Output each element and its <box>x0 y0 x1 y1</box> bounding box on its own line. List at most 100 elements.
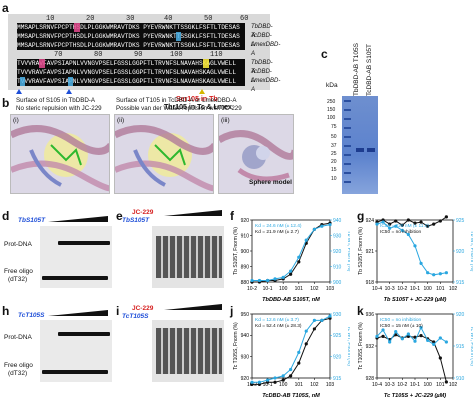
panel-label-b: b <box>2 96 10 110</box>
residue-number: 110 <box>210 51 223 59</box>
data-point <box>304 329 308 333</box>
panel-label-j: j <box>230 304 234 318</box>
data-point <box>289 269 293 273</box>
data-point <box>438 356 442 360</box>
gel-title: TbS105T <box>122 217 150 224</box>
panel-label-c: c <box>321 47 328 61</box>
x-axis-label: Tc T105S + JC-229 (µM) <box>384 393 446 399</box>
data-point <box>444 380 448 384</box>
y-tick-label: 921 <box>366 249 375 255</box>
y2-tick-label: 900 <box>333 280 342 286</box>
species-label: TcDBD-A <box>251 69 272 84</box>
y-tick-label: 900 <box>241 249 250 255</box>
inhibition-chart-g: 10-4 10-3 10-2 10-1 100 101 102 918 921 924 915 920… <box>358 215 473 303</box>
data-point <box>413 335 417 339</box>
data-point <box>297 361 301 365</box>
prot-dna-label: Prot-DNA <box>4 334 32 341</box>
sequence-row: TVVVRAVFAVPSIAPNLVVNGVPSELFGSSLGGPFTLTRV… <box>17 68 245 77</box>
data-point <box>400 228 404 232</box>
y2-tick-label: 915 <box>333 376 342 382</box>
data-point <box>444 215 448 219</box>
sequence-row: MMSAPLSRNVFPCPTHSDLPLGGKWMRAVTDKS PYEVRW… <box>17 41 245 50</box>
panel-label-d: d <box>2 209 10 223</box>
data-point <box>400 223 404 227</box>
data-point <box>406 334 410 338</box>
y-axis-label: Tb S105T, Fnorm (%) <box>358 227 364 275</box>
data-point <box>413 339 417 343</box>
series-line <box>376 326 447 346</box>
triangle-marker-icon <box>66 89 72 94</box>
y-tick-label: 920 <box>241 218 250 224</box>
sequence-row: TVVVRAVFAVPSIAPNLVVNGVPSELFGSSLGGPFTLTRV… <box>17 59 245 68</box>
emsa-gel <box>152 320 224 382</box>
panel-label-k: k <box>357 304 364 318</box>
x-tick-label: 101 <box>295 286 304 292</box>
species-label: LmexDBD-A <box>251 78 281 93</box>
free-oligo-band <box>42 370 108 374</box>
x-tick-label: 100 <box>423 382 432 388</box>
oligo-label: (dT32) <box>8 370 28 377</box>
annotation: Kd = 24.6 nM (± 12.4) <box>255 223 302 229</box>
y2-axis-label: Tc WT, Fnorm (%) <box>469 326 473 366</box>
x-tick-label: 10-1 <box>410 382 420 388</box>
x-tick-label: 101 <box>436 382 445 388</box>
smear-lanes <box>156 328 222 374</box>
data-point <box>312 227 316 231</box>
kda-label: kDa <box>326 82 338 89</box>
data-point <box>419 261 423 265</box>
x-tick-label: 10-1 <box>263 382 273 388</box>
data-point <box>312 318 316 322</box>
y2-axis-label: Tc WT, Fnorm (%) <box>346 326 350 366</box>
data-point <box>250 278 254 283</box>
annotation: Kd = 52.4 nM (± 28.3) <box>255 323 302 329</box>
data-point <box>400 337 404 341</box>
y2-tick-label: 930 <box>333 312 342 318</box>
data-point <box>257 278 262 283</box>
x-tick-label: 103 <box>326 286 335 292</box>
subpanel-label: (iii) <box>221 117 230 124</box>
triangle-marker-icon <box>16 89 22 94</box>
data-point <box>388 226 392 230</box>
y2-tick-label: 925 <box>333 333 342 339</box>
concentration-wedge <box>164 207 222 216</box>
panel-label-h: h <box>2 304 10 318</box>
y-tick-label: 924 <box>366 218 375 224</box>
emsa-gel <box>40 226 112 288</box>
marker-lane <box>344 100 351 190</box>
y2-tick-label: 925 <box>456 218 465 224</box>
plot-frame <box>251 313 331 379</box>
data-point <box>426 224 430 228</box>
y2-tick-label: 915 <box>456 344 465 350</box>
data-point <box>444 340 448 344</box>
x-axis-label: Tb S105T + JC-229 (µM) <box>384 297 447 303</box>
structure-image: (i) <box>10 114 110 194</box>
x-tick-label: 10-2 <box>397 382 407 388</box>
prot-dna-band <box>58 241 110 245</box>
y-tick-label: 918 <box>366 280 375 286</box>
data-point <box>266 278 270 283</box>
data-point <box>273 380 277 384</box>
x-tick-label: 102 <box>310 382 319 388</box>
panel-label-e: e <box>116 209 123 223</box>
residue-number: 60 <box>240 15 249 23</box>
binding-chart-j: 10-210-110010110210392093094095091592092… <box>233 312 350 399</box>
data-point <box>406 332 410 336</box>
x-axis-label: TcDBD-AB T105S, nM <box>262 393 320 399</box>
data-point <box>281 374 285 378</box>
data-point <box>289 272 293 276</box>
y-tick-label: 932 <box>366 344 375 350</box>
subpanel-label: (ii) <box>117 117 125 124</box>
y-axis-label: Tc T105S, Fnorm (%) <box>233 322 239 370</box>
annotation: IC50 = 15 nM (± 10) <box>380 323 423 329</box>
data-point <box>426 271 430 275</box>
data-point <box>406 232 410 237</box>
triangle-marker-icon <box>199 89 205 94</box>
data-point <box>444 271 448 275</box>
x-tick-label: 100 <box>423 286 432 292</box>
data-point <box>388 340 392 344</box>
concentration-wedge <box>48 213 108 222</box>
free-oligo-label: Free oligo <box>4 362 33 369</box>
mw-marker: 15 <box>331 167 337 173</box>
ser105-note: Ser105 in Tb <box>176 96 218 103</box>
y-tick-label: 890 <box>241 264 250 270</box>
